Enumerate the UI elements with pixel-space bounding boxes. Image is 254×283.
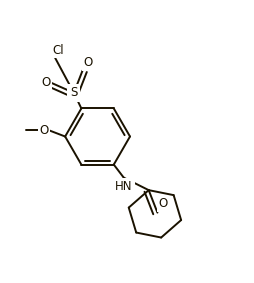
Text: O: O	[40, 124, 49, 137]
Text: O: O	[158, 197, 167, 210]
Text: O: O	[84, 56, 93, 69]
Text: Cl: Cl	[53, 44, 64, 57]
Text: S: S	[70, 86, 77, 99]
Text: O: O	[41, 76, 50, 89]
Text: HN: HN	[115, 180, 132, 193]
